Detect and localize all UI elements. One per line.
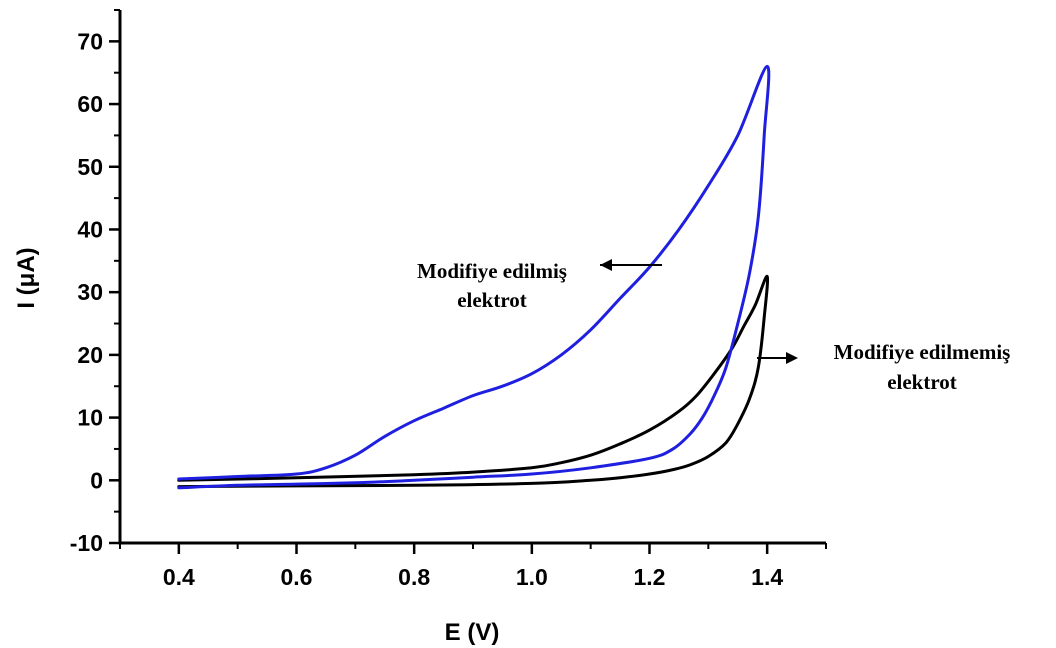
x-tick-label: 1.2 (634, 564, 666, 590)
series (177, 64, 771, 490)
y-tick-label: 50 (77, 154, 103, 180)
y-axis-title: I (μA) (13, 247, 40, 308)
y-tick-label: 60 (77, 91, 103, 117)
x-tick-label: 0.6 (281, 564, 313, 590)
x-tick-label: 1.4 (751, 564, 783, 590)
x-axis-title: E (V) (445, 619, 500, 646)
y-tick-label: 20 (77, 342, 103, 368)
y-tick-label: 30 (77, 279, 103, 305)
arrow-right-icon (786, 352, 798, 364)
annotation-unmodified-line1: Modifiye edilmemiş (834, 340, 1011, 364)
annotation-modified-electrode: Modifiye edilmiş elektrot (417, 259, 662, 312)
ticks: 0.4 0.6 0.8 1.0 1.2 1.4 -10 0 10 20 30 40 50 60 70 (70, 9, 827, 590)
y-tick-label: -10 (70, 530, 103, 556)
x-tick-label: 0.8 (398, 564, 430, 590)
annotation-unmodified-electrode: Modifiye edilmemiş elektrot (757, 340, 1010, 394)
series-line-modified (177, 64, 771, 490)
y-tick-label: 10 (77, 405, 103, 431)
y-tick-label: 70 (77, 28, 103, 54)
annotation-unmodified-line2: elektrot (887, 370, 957, 394)
x-tick-label: 0.4 (163, 564, 195, 590)
annotation-modified-line1: Modifiye edilmiş (417, 259, 567, 283)
y-tick-label: 0 (90, 467, 103, 493)
x-tick-label: 1.0 (516, 564, 548, 590)
arrow-left-icon (600, 259, 612, 271)
annotation-modified-line2: elektrot (457, 288, 527, 312)
series-line-unmodified (177, 274, 770, 489)
y-tick-label: 40 (77, 216, 103, 242)
